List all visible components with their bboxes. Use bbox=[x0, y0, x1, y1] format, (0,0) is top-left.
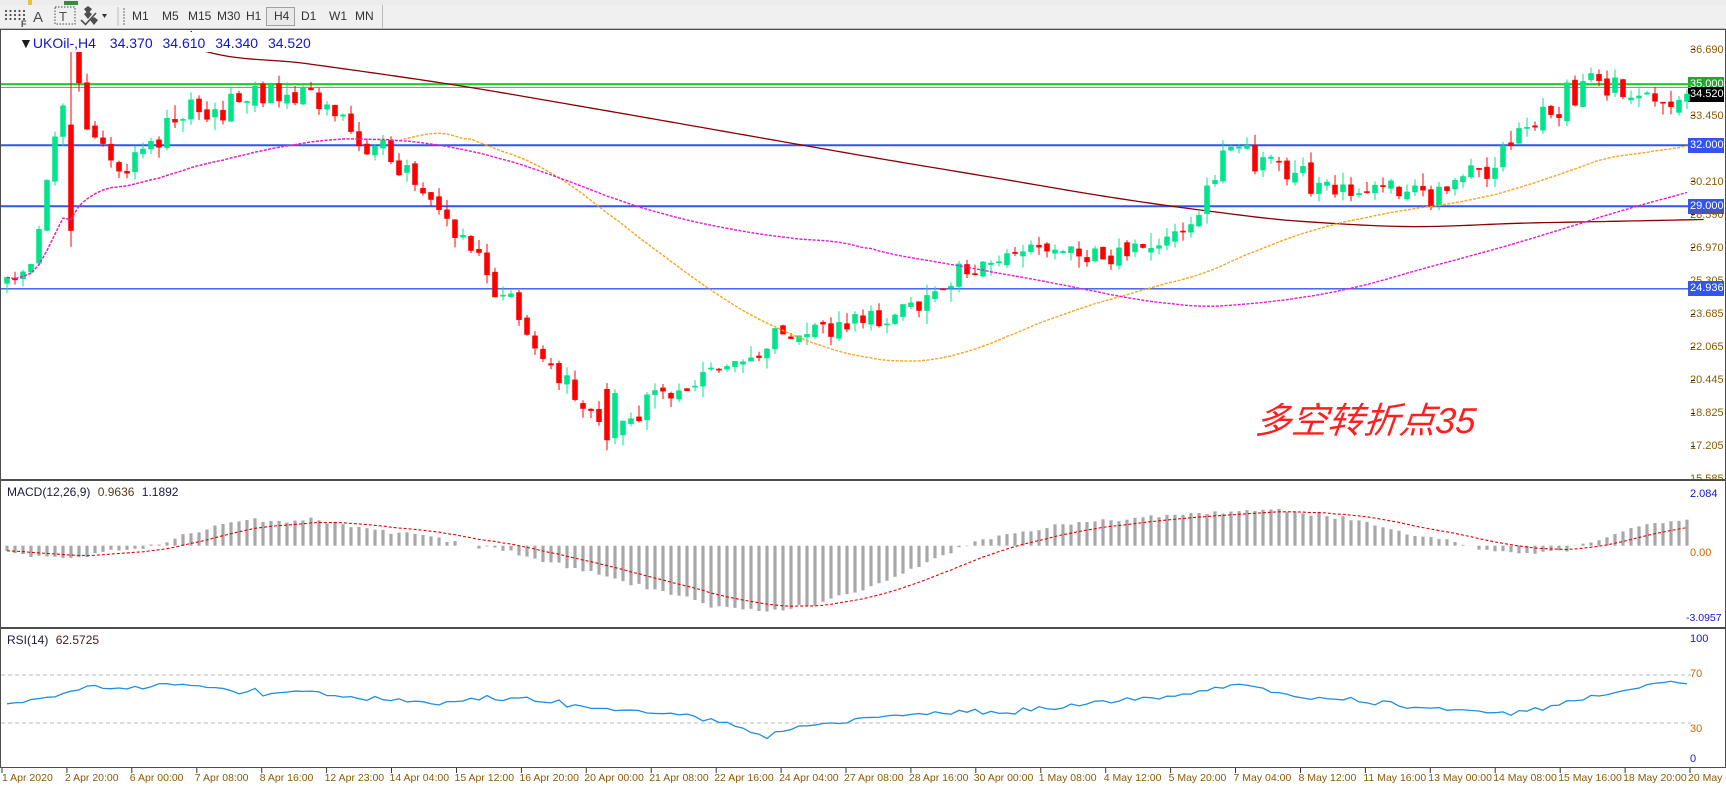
svg-text:A: A bbox=[33, 9, 43, 26]
svg-text:T: T bbox=[59, 9, 67, 24]
svg-text:F: F bbox=[21, 19, 27, 28]
